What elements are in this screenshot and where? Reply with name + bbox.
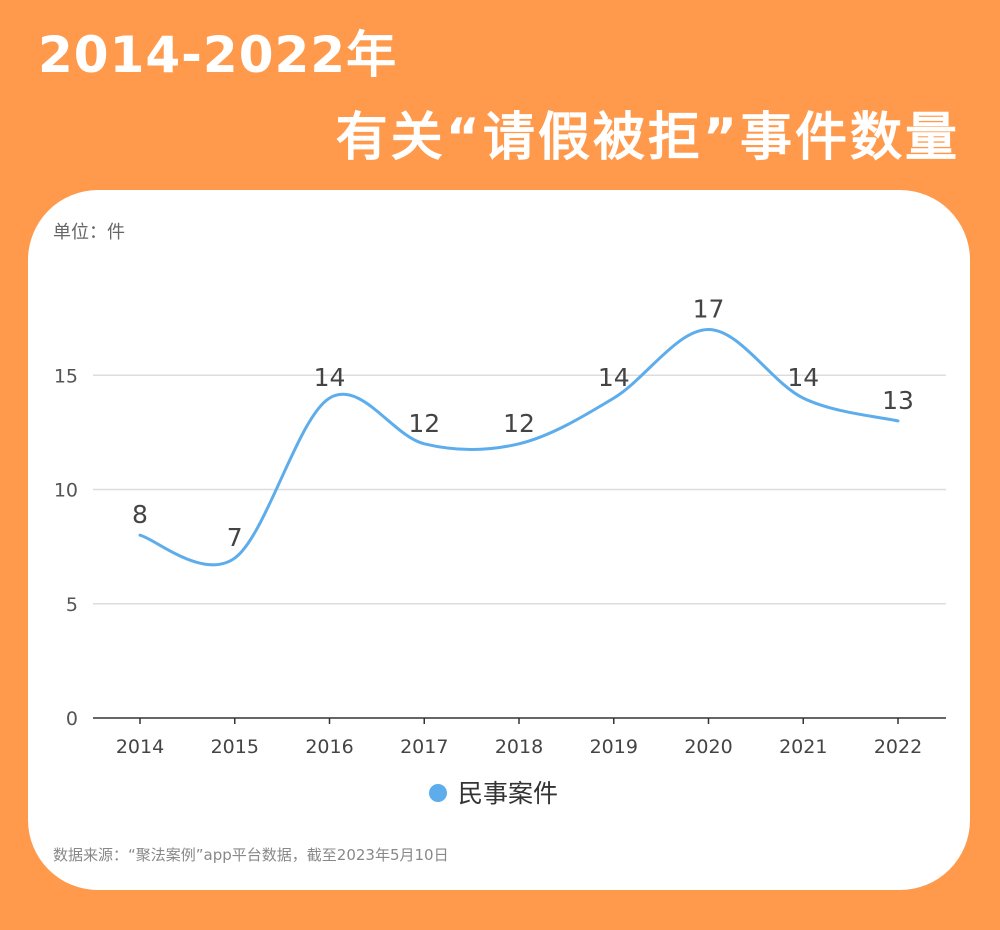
data-label: 17 [693,295,725,324]
source-note: 数据来源：“聚法案例”app平台数据，截至2023年5月10日 [53,846,449,864]
x-tick-label: 2022 [874,736,922,758]
unit-label: 单位：件 [53,222,125,243]
x-tick-label: 2016 [305,736,353,758]
legend-marker [429,784,447,802]
y-tick-label: 15 [54,365,78,387]
data-point [422,441,427,446]
y-tick-label: 10 [54,480,78,502]
legend-label: 民事案件 [458,779,558,808]
data-label: 14 [598,363,630,392]
title-line1: 2014-2022年 [38,26,398,84]
series-line-民事案件 [138,328,900,567]
data-point [232,556,237,561]
data-label: 14 [787,363,819,392]
data-point [801,396,806,401]
x-tick-label: 2021 [779,736,827,758]
title-line2: 有关“请假被拒”事件数量 [335,108,960,168]
data-label: 14 [314,363,346,392]
data-label: 7 [227,523,243,552]
data-point [138,533,143,538]
data-point [611,396,616,401]
data-label: 13 [882,386,914,415]
x-tick-label: 2017 [400,736,448,758]
data-point [327,396,332,401]
x-tick-label: 2019 [590,736,638,758]
x-tick-label: 2020 [684,736,732,758]
chart-card [28,190,970,890]
data-label: 12 [408,409,440,438]
data-point [896,418,901,423]
data-label: 12 [503,409,535,438]
x-tick-label: 2018 [495,736,543,758]
x-tick-label: 2015 [211,736,259,758]
x-tick-label: 2014 [116,736,164,758]
y-tick-label: 0 [66,708,78,730]
data-point [706,327,711,332]
data-point [517,441,522,446]
y-tick-label: 5 [66,594,78,616]
data-label: 8 [132,500,148,529]
